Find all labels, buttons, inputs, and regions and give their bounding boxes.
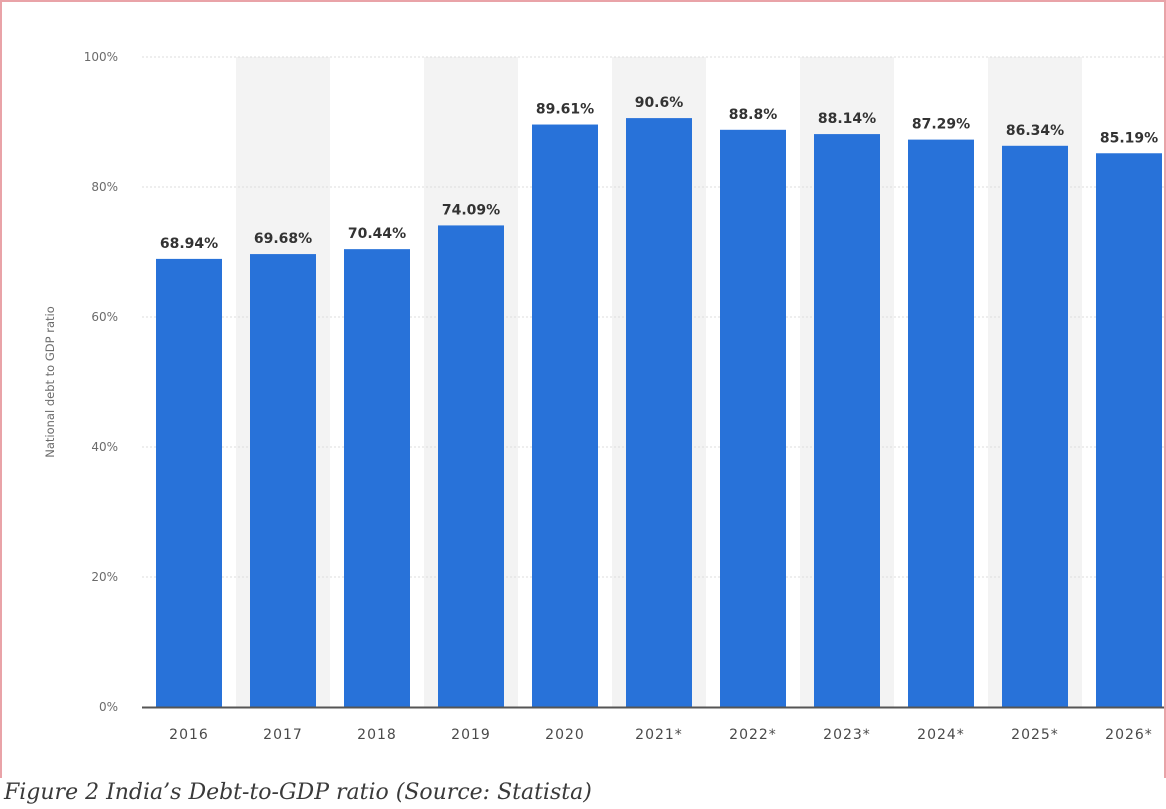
bar — [814, 134, 880, 708]
x-tick-label: 2021* — [635, 727, 683, 743]
y-tick-label: 20% — [91, 570, 118, 584]
bar — [908, 139, 974, 708]
y-tick-label: 80% — [91, 180, 118, 194]
data-labels: 68.94% 69.68% 70.44% 74.09% 89.61% 90.6% 88.8%… — [160, 95, 1158, 252]
bar-chart: 68.94% 69.68% 70.44% 74.09% 89.61% 90.6% 88.8%… — [43, 50, 1164, 743]
x-tick-label: 2016 — [169, 727, 209, 743]
x-tick-label: 2025* — [1011, 727, 1059, 743]
data-label: 69.68% — [254, 231, 312, 247]
data-label: 85.19% — [1100, 130, 1158, 146]
x-tick-label: 2024* — [917, 727, 965, 743]
x-tick-label: 2018 — [357, 727, 397, 743]
bar — [438, 225, 504, 708]
x-axis-ticks: 2016 2017 2018 2019 2020 2021* 2022* 2023* 2024*… — [169, 727, 1153, 743]
y-tick-label: 40% — [91, 440, 118, 454]
x-tick-label: 2020 — [545, 727, 585, 743]
bar — [156, 258, 222, 707]
x-tick-label: 2019 — [451, 727, 491, 743]
bar — [626, 118, 692, 708]
data-label: 86.34% — [1006, 123, 1064, 139]
bar — [1096, 153, 1162, 707]
data-label: 74.09% — [442, 202, 500, 218]
y-tick-label: 60% — [91, 310, 118, 324]
bars — [156, 118, 1162, 708]
bar — [1002, 145, 1068, 708]
data-label: 89.61% — [536, 102, 594, 118]
y-tick-label: 100% — [84, 50, 118, 64]
y-tick-label: 0% — [99, 700, 118, 714]
bar — [532, 124, 598, 707]
bar — [250, 254, 316, 707]
x-tick-label: 2022* — [729, 727, 777, 743]
data-label: 68.94% — [160, 236, 218, 252]
chart-frame: 68.94% 69.68% 70.44% 74.09% 89.61% 90.6% 88.8%… — [0, 0, 1166, 778]
x-tick-label: 2017 — [263, 727, 303, 743]
data-label: 88.8% — [729, 107, 778, 123]
x-tick-label: 2023* — [823, 727, 871, 743]
data-label: 88.14% — [818, 111, 876, 127]
figure-caption: Figure 2 India’s Debt-to-GDP ratio (Sour… — [4, 780, 592, 805]
y-axis-title: National debt to GDP ratio — [43, 306, 57, 458]
data-label: 70.44% — [348, 226, 406, 242]
data-label: 90.6% — [635, 95, 684, 111]
y-axis-ticks: 0% 20% 40% 60% 80% 100% — [84, 50, 118, 714]
data-label: 87.29% — [912, 117, 970, 133]
bar — [344, 249, 410, 707]
bar — [720, 129, 786, 708]
x-tick-label: 2026* — [1105, 727, 1153, 743]
